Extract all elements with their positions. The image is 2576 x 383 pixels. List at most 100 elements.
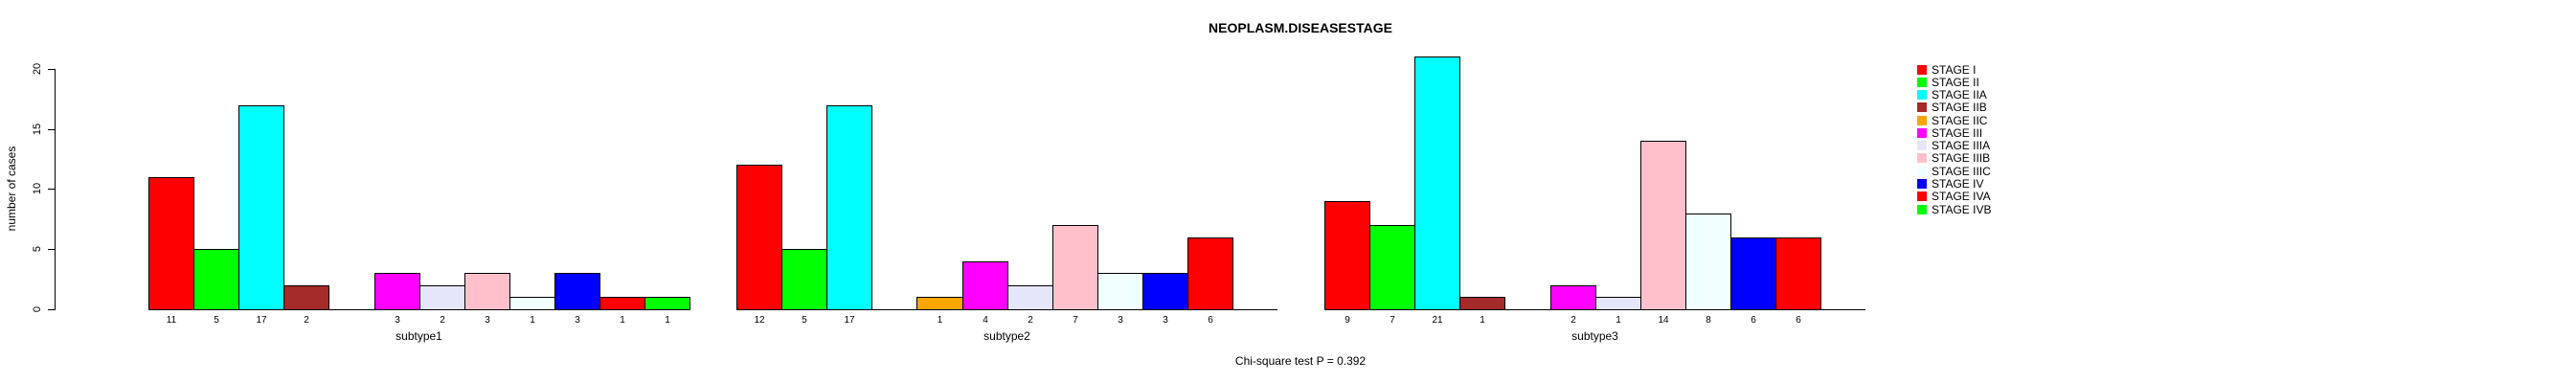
- legend-item-stage-iic: STAGE IIC: [1917, 114, 1991, 126]
- legend: STAGE I STAGE II STAGE IIA STAGE IIB STAGE I…: [1917, 63, 1991, 215]
- bar-subtype1-stage-ivb: [644, 297, 690, 310]
- bar-value-label: 11: [166, 315, 177, 326]
- legend-label: STAGE IV: [1932, 177, 1984, 192]
- legend-label: STAGE IIC: [1932, 113, 1988, 127]
- bar-subtype1-stage-iiia: [419, 285, 465, 310]
- y-axis-tick: [48, 189, 55, 190]
- legend-item-stage-iiia: STAGE IIIA: [1917, 140, 1991, 152]
- group-label-subtype1: subtype1: [395, 329, 442, 343]
- bar-value-label: 17: [256, 315, 267, 326]
- legend-swatch-stage-ii: [1917, 77, 1927, 87]
- bar-subtype2-stage-iiia: [1007, 285, 1053, 310]
- bar-value-label: 5: [802, 315, 807, 326]
- bar-subtype1-stage-iiib: [464, 273, 510, 310]
- bar-value-label: 3: [1118, 315, 1123, 326]
- legend-swatch-stage-iic: [1917, 115, 1927, 125]
- bar-subtype1-stage-iii: [374, 273, 420, 310]
- bar-subtype3-stage-iib: [1459, 297, 1505, 310]
- bar-value-label: 21: [1432, 315, 1443, 326]
- bar-value-label: 8: [1706, 315, 1711, 326]
- group-label-subtype2: subtype2: [983, 329, 1030, 343]
- bar-subtype1-stage-iiic: [509, 297, 555, 310]
- bar-subtype1-stage-iv: [554, 273, 600, 310]
- y-axis-tick-label: 5: [32, 245, 43, 253]
- bar-subtype3-stage-iii: [1550, 285, 1596, 310]
- legend-swatch-stage-iib: [1917, 102, 1927, 113]
- legend-item-stage-iia: STAGE IIA: [1917, 89, 1991, 101]
- y-axis-tick-label: 10: [32, 182, 43, 195]
- legend-swatch-stage-ivb: [1917, 204, 1927, 214]
- bar-value-label: 9: [1344, 315, 1350, 326]
- bar-value-label: 6: [1796, 315, 1801, 326]
- legend-item-stage-iiic: STAGE IIIC: [1917, 165, 1991, 177]
- legend-swatch-stage-i: [1917, 64, 1927, 75]
- legend-label: STAGE I: [1932, 62, 1977, 77]
- bar-subtype2-stage-iic: [916, 297, 963, 310]
- bar-value-label: 3: [1163, 315, 1168, 326]
- chi-square-annotation: Chi-square test P = 0.392: [1234, 354, 1367, 368]
- bar-value-label: 3: [575, 315, 580, 326]
- bar-subtype2-stage-iva: [1187, 237, 1233, 310]
- legend-swatch-stage-iiic: [1917, 166, 1927, 176]
- bar-subtype3-stage-iv: [1730, 237, 1776, 310]
- bar-value-label: 6: [1208, 315, 1213, 326]
- legend-item-stage-ii: STAGE II: [1917, 76, 1991, 88]
- legend-label: STAGE IIIA: [1932, 139, 1991, 153]
- legend-label: STAGE IVA: [1932, 190, 1991, 204]
- y-axis-tick: [48, 309, 55, 310]
- y-axis-tick-label: 0: [32, 305, 43, 313]
- bar-value-label: 12: [754, 315, 765, 326]
- bar-subtype3-stage-iiib: [1640, 141, 1686, 310]
- bar-value-label: 2: [304, 315, 309, 326]
- bar-subtype3-stage-i: [1324, 201, 1370, 310]
- bar-subtype3-stage-iiic: [1685, 214, 1731, 310]
- bar-subtype2-stage-iiib: [1052, 225, 1098, 310]
- bar-value-label: 2: [440, 315, 445, 326]
- bar-value-label: 5: [214, 315, 219, 326]
- legend-label: STAGE IIB: [1932, 101, 1987, 115]
- legend-swatch-stage-iv: [1917, 179, 1927, 190]
- legend-item-stage-iv: STAGE IV: [1917, 177, 1991, 190]
- legend-item-stage-i: STAGE I: [1917, 63, 1991, 76]
- bar-value-label: 14: [1658, 315, 1669, 326]
- bar-subtype1-stage-iva: [599, 297, 645, 310]
- bar-subtype2-stage-i: [736, 165, 782, 310]
- bar-value-label: 1: [1616, 315, 1621, 326]
- bar-value-label: 1: [937, 315, 943, 326]
- bar-value-label: 17: [844, 315, 855, 326]
- legend-label: STAGE IIIC: [1932, 164, 1991, 178]
- y-axis-tick: [48, 249, 55, 250]
- legend-label: STAGE IIIB: [1932, 151, 1991, 166]
- bar-value-label: 2: [1028, 315, 1033, 326]
- bar-value-label: 1: [530, 315, 535, 326]
- legend-swatch-stage-iiia: [1917, 141, 1927, 151]
- legend-item-stage-iva: STAGE IVA: [1917, 191, 1991, 203]
- chart-title: NEOPLASM.DISEASESTAGE: [1209, 20, 1392, 35]
- y-axis-tick: [48, 129, 55, 130]
- bar-value-label: 1: [665, 315, 670, 326]
- bar-value-label: 6: [1751, 315, 1756, 326]
- bar-subtype2-stage-iiic: [1097, 273, 1143, 310]
- legend-swatch-stage-iia: [1917, 90, 1927, 101]
- bar-value-label: 2: [1570, 315, 1576, 326]
- bar-value-label: 3: [395, 315, 400, 326]
- bar-value-label: 1: [620, 315, 625, 326]
- y-axis-tick: [48, 69, 55, 70]
- bar-value-label: 7: [1073, 315, 1078, 326]
- legend-swatch-stage-iii: [1917, 127, 1927, 138]
- group-label-subtype3: subtype3: [1571, 329, 1618, 343]
- bar-value-label: 7: [1390, 315, 1395, 326]
- legend-item-stage-ivb: STAGE IVB: [1917, 203, 1991, 215]
- legend-item-stage-iiib: STAGE IIIB: [1917, 152, 1991, 165]
- y-axis-line: [55, 69, 56, 310]
- bar-subtype3-stage-iia: [1414, 56, 1460, 310]
- bar-subtype3-stage-iiia: [1595, 297, 1641, 310]
- y-axis-label: number of cases: [5, 146, 18, 232]
- y-axis-tick-label: 15: [32, 123, 43, 136]
- bar-value-label: 3: [485, 315, 490, 326]
- legend-label: STAGE II: [1932, 75, 1979, 89]
- bar-value-label: 4: [983, 315, 988, 326]
- bar-subtype1-stage-iib: [283, 285, 329, 310]
- bar-subtype1-stage-i: [148, 177, 194, 310]
